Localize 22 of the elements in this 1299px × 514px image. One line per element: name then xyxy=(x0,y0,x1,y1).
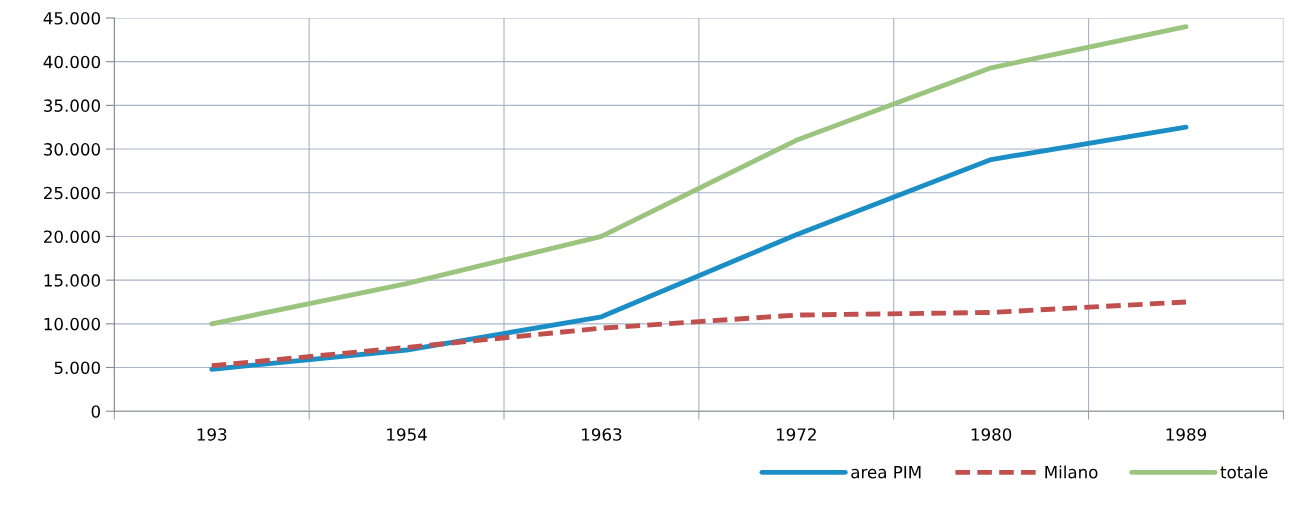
y-tick-label: 0 xyxy=(91,405,101,418)
y-tick-label: 10.000 xyxy=(44,317,101,331)
y-tick-label: 20.000 xyxy=(44,230,101,244)
x-tick-label: 1954 xyxy=(387,428,427,441)
line-series xyxy=(209,299,1189,369)
y-tick-label: 15.000 xyxy=(44,274,101,287)
line-series xyxy=(209,24,1189,327)
legend-label: totale xyxy=(1220,465,1268,479)
y-tick-label: 45.000 xyxy=(43,11,101,25)
legend-label: area PIM xyxy=(851,466,921,479)
line-series xyxy=(209,124,1189,372)
x-tick-label: 1963 xyxy=(582,428,622,441)
y-tick-label: 40.000 xyxy=(43,55,101,69)
x-tick-label: 1972 xyxy=(776,428,816,441)
y-tick-label: 35.000 xyxy=(44,99,101,112)
y-tick-label: 30.000 xyxy=(44,143,101,156)
y-tick-label: 25.000 xyxy=(44,186,101,200)
x-tick-label: 1989 xyxy=(1166,428,1207,441)
legend-label: Milano xyxy=(1045,465,1098,479)
x-tick-label: 1980 xyxy=(971,428,1012,441)
y-tick-label: 5.000 xyxy=(54,361,101,375)
x-tick-label: 193 xyxy=(197,428,227,441)
